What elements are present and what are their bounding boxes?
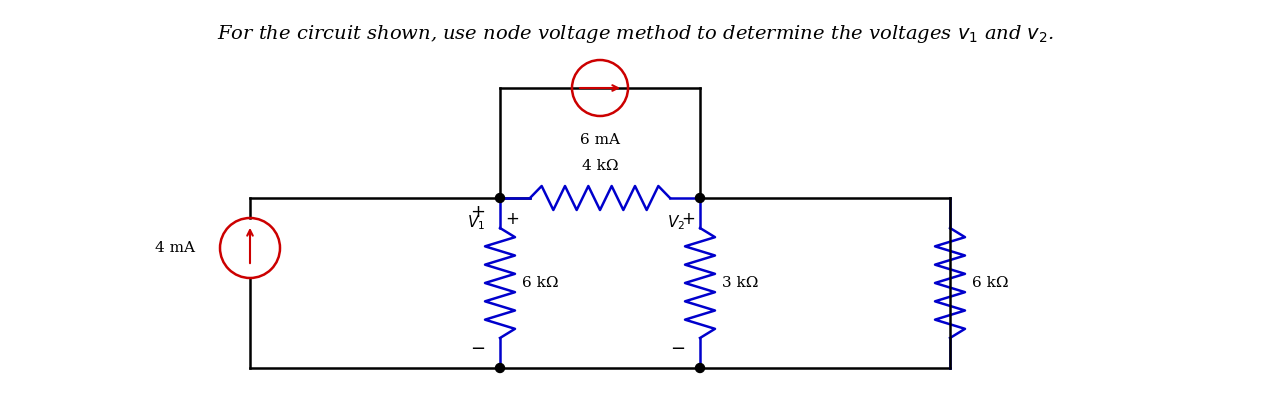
Text: $V_1$: $V_1$ <box>467 214 485 232</box>
Text: 4 kΩ: 4 kΩ <box>581 159 618 173</box>
Text: $V_2$: $V_2$ <box>667 214 686 232</box>
Text: −: − <box>469 340 485 358</box>
Text: 6 kΩ: 6 kΩ <box>972 276 1009 290</box>
Circle shape <box>696 364 705 372</box>
Text: +: + <box>505 210 519 228</box>
Circle shape <box>496 194 505 202</box>
Text: 4 mA: 4 mA <box>155 241 195 255</box>
Text: 6 mA: 6 mA <box>580 133 619 147</box>
Circle shape <box>696 194 705 202</box>
Text: +: + <box>681 210 695 228</box>
Text: For the circuit shown, use node voltage method to determine the voltages $v_1$ a: For the circuit shown, use node voltage … <box>218 23 1054 45</box>
Text: −: − <box>670 340 686 358</box>
Circle shape <box>496 364 505 372</box>
Text: 6 kΩ: 6 kΩ <box>522 276 558 290</box>
Text: +: + <box>469 203 485 221</box>
Text: 3 kΩ: 3 kΩ <box>722 276 758 290</box>
